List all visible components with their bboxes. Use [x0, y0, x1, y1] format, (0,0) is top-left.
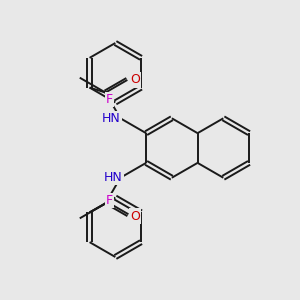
Text: HN: HN: [102, 112, 121, 125]
Text: O: O: [130, 74, 140, 86]
Text: F: F: [106, 194, 113, 207]
Text: O: O: [130, 210, 140, 223]
Text: F: F: [106, 93, 113, 106]
Text: HN: HN: [103, 171, 122, 184]
